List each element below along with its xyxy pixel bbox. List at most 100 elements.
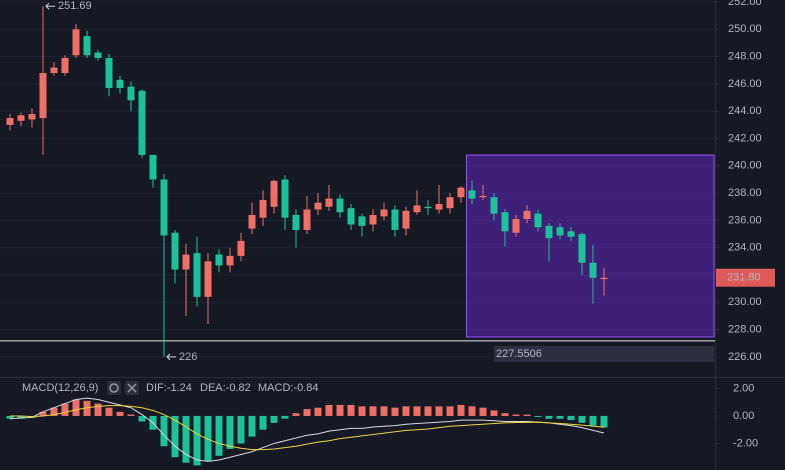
histogram-bar <box>61 403 69 416</box>
candle-body <box>523 210 531 220</box>
candle-body <box>116 79 124 89</box>
y-tick-label: -2.00 <box>733 437 758 449</box>
candle-body <box>556 227 564 236</box>
candle-body <box>193 253 201 297</box>
candle-body <box>138 90 146 155</box>
y-tick-label: 0.00 <box>733 410 754 422</box>
candle-body <box>325 198 333 207</box>
histogram-bar <box>567 415 575 421</box>
histogram-bar <box>160 415 168 447</box>
candle-body <box>512 219 520 233</box>
y-tick-label: 252.00 <box>728 0 762 8</box>
candle-body <box>259 199 267 218</box>
candle-body <box>105 58 113 89</box>
candle-body <box>17 115 25 121</box>
histogram-bar <box>292 413 300 416</box>
last-price-label: 231.80 <box>727 272 761 284</box>
histogram-bar <box>204 415 212 462</box>
histogram-bar <box>347 404 355 416</box>
candle-body <box>314 202 322 210</box>
y-tick-label: 248.00 <box>728 51 762 63</box>
candle-body <box>490 197 498 214</box>
histogram-bar <box>589 415 597 426</box>
candle-body <box>248 214 256 229</box>
histogram-bar <box>600 415 608 428</box>
candle-body <box>6 118 14 125</box>
candle-body <box>468 190 476 199</box>
histogram-bar <box>402 406 410 416</box>
histogram-bar <box>446 406 454 416</box>
candle-body <box>292 214 300 230</box>
box-label-bg <box>494 345 714 362</box>
arrow <box>166 353 176 361</box>
settings-icon <box>109 383 119 393</box>
candle-body <box>61 58 69 74</box>
histogram-bar <box>314 407 322 416</box>
histogram-bar <box>358 406 366 416</box>
y-tick-label: 2.00 <box>733 382 754 394</box>
y-tick-label: 250.00 <box>728 23 762 35</box>
candle-body <box>446 197 454 209</box>
histogram-bar <box>193 415 201 466</box>
candle-body <box>424 206 432 209</box>
histogram-bar <box>336 404 344 416</box>
histogram-bar <box>534 415 542 417</box>
histogram-bar <box>501 413 509 416</box>
histogram-bar <box>391 407 399 416</box>
histogram-bar <box>237 415 245 444</box>
histogram-bar <box>490 410 498 416</box>
histogram-bar <box>270 415 278 423</box>
histogram-bar <box>523 414 531 416</box>
candle-body <box>479 195 487 198</box>
histogram-bar <box>6 415 14 419</box>
candle-body <box>39 73 47 119</box>
y-tick-label: 236.00 <box>728 214 762 226</box>
histogram-bar <box>457 404 465 416</box>
candle-body <box>83 36 91 56</box>
candle-body <box>28 113 36 120</box>
last-price-bg <box>716 268 775 287</box>
max-label: 251.69 <box>58 0 92 12</box>
candle-body <box>589 262 597 278</box>
arrow <box>45 2 55 10</box>
histogram-bar <box>94 403 102 416</box>
histogram-bar <box>226 415 234 449</box>
histogram-bar <box>50 407 58 416</box>
candle-body <box>160 179 168 236</box>
candle-body <box>457 187 465 198</box>
macd-line <box>10 405 605 451</box>
macd-line <box>9 397 605 462</box>
candle-body <box>435 204 443 210</box>
candle-body <box>413 205 421 213</box>
histogram-bar <box>435 406 443 416</box>
candle-body <box>237 240 245 256</box>
settings-button[interactable] <box>107 381 121 395</box>
candle-body <box>171 232 179 270</box>
histogram-bar <box>248 415 256 437</box>
candle-body <box>391 209 399 230</box>
legend-entry: DEA:-0.82 <box>200 382 251 394</box>
histogram-bar <box>83 400 91 416</box>
legend-entry: DIF:-1.24 <box>146 382 192 394</box>
histogram-bar <box>545 415 553 419</box>
candle-body <box>303 209 311 230</box>
candle-body <box>72 29 80 56</box>
candle-body <box>226 255 234 266</box>
y-tick-label: 244.00 <box>728 105 762 117</box>
y-tick-label: 238.00 <box>728 187 762 199</box>
histogram-bar <box>512 414 520 416</box>
histogram-bar <box>215 415 223 456</box>
histogram-bar <box>17 415 25 419</box>
y-tick-label: 230.00 <box>728 296 762 308</box>
histogram-bar <box>259 415 267 430</box>
histogram-bar <box>116 411 124 416</box>
y-tick-label: 246.00 <box>728 78 762 90</box>
histogram-bar <box>325 404 333 416</box>
candle-body <box>182 254 190 270</box>
y-tick-label: 240.00 <box>728 160 762 172</box>
y-tick-label: 228.00 <box>728 324 762 336</box>
histogram-bar <box>468 406 476 416</box>
histogram-bar <box>578 415 586 423</box>
